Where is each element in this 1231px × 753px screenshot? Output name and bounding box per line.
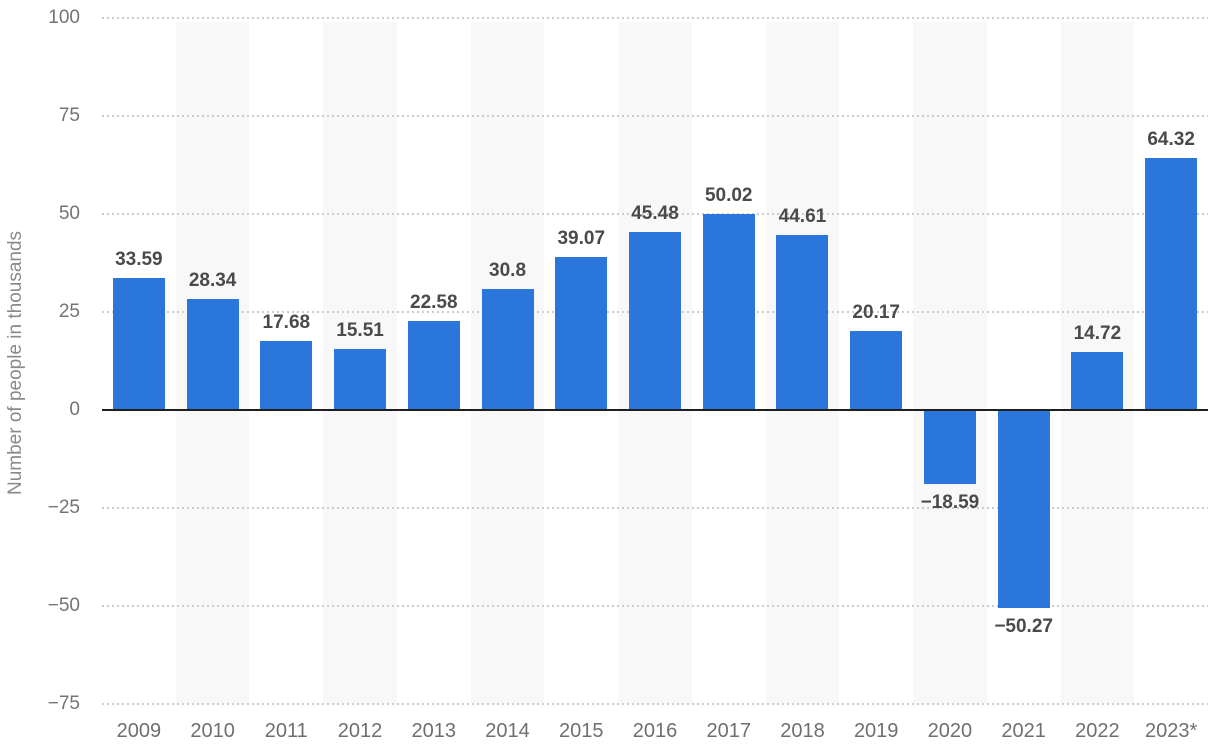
x-axis-label-2017: 2017 [706, 720, 751, 742]
y-tick-label--50: −50 [47, 595, 80, 616]
bar-2015[interactable] [555, 256, 608, 410]
y-tick-label-50: 50 [58, 203, 80, 224]
gridline--50 [102, 605, 1208, 607]
bar-2018[interactable] [776, 235, 829, 410]
y-tick-label-0: 0 [69, 399, 80, 420]
y-tick-label-25: 25 [58, 301, 80, 322]
bar-value-label-2013: 22.58 [410, 292, 458, 314]
bar-value-label-2023*: 64.32 [1147, 128, 1195, 150]
x-axis-label-2021: 2021 [1001, 720, 1046, 742]
bar-value-label-2014: 30.8 [489, 260, 527, 282]
x-axis-label-2011: 2011 [264, 720, 308, 742]
y-axis-title: Number of people in thousands [5, 230, 26, 496]
bar-value-label-2021: −50.27 [994, 616, 1053, 638]
x-axis-label-2009: 2009 [116, 720, 162, 742]
bar-value-label-2019: 20.17 [852, 301, 900, 323]
bar-2009[interactable] [112, 278, 165, 410]
bar-value-label-2015: 39.07 [557, 227, 606, 249]
zero-axis-line [102, 409, 1208, 411]
x-axis-label-2019: 2019 [853, 720, 899, 742]
y-tick-label-75: 75 [58, 105, 80, 126]
bar-2017[interactable] [702, 213, 755, 410]
gridline-75 [102, 115, 1208, 117]
gridline--75 [102, 703, 1208, 705]
bar-2022[interactable] [1071, 352, 1124, 410]
x-axis-label-2022: 2022 [1075, 720, 1120, 742]
x-axis-label-2012: 2012 [337, 720, 383, 742]
bar-2016[interactable] [629, 231, 681, 410]
bar-value-label-2022: 14.72 [1073, 323, 1122, 345]
y-tick-label--75: −75 [47, 693, 80, 714]
x-axis-label-2016: 2016 [632, 720, 678, 742]
x-axis-label-2014: 2014 [485, 720, 530, 742]
bar-value-label-2018: 44.61 [778, 206, 827, 228]
y-tick-label-100: 100 [48, 7, 80, 28]
bar-2010[interactable] [186, 298, 239, 410]
x-axis-label-2013: 2013 [411, 720, 457, 742]
bar-2012[interactable] [334, 349, 387, 410]
bar-2020[interactable] [923, 411, 976, 484]
gridline--25 [102, 507, 1208, 509]
bar-value-label-2011: 17.68 [262, 311, 311, 333]
gridline-50 [102, 213, 1208, 215]
bar-value-label-2016: 45.48 [631, 202, 679, 224]
bar-2019[interactable] [850, 330, 903, 410]
column-stripe-2020 [913, 22, 987, 704]
bar-2023*[interactable] [1145, 157, 1198, 410]
bar-2014[interactable] [481, 289, 534, 410]
x-axis-label-2020: 2020 [927, 720, 973, 742]
x-axis-label-2015: 2015 [559, 720, 604, 742]
gridline-100 [102, 17, 1208, 19]
bar-2011[interactable] [260, 340, 313, 410]
x-axis-label-2018: 2018 [780, 720, 825, 742]
bar-value-label-2017: 50.02 [704, 184, 753, 206]
bar-value-label-2012: 15.51 [336, 320, 384, 342]
x-axis-label-2023*: 2023* [1144, 720, 1198, 742]
bar-value-label-2009: 33.59 [115, 249, 163, 271]
y-tick-label--25: −25 [47, 497, 80, 518]
bar-value-label-2010: 28.34 [188, 269, 237, 291]
x-axis-label-2010: 2010 [190, 720, 235, 742]
bar-value-label-2020: −18.59 [920, 491, 980, 513]
bar-2013[interactable] [407, 321, 460, 410]
bar-2021[interactable] [997, 411, 1050, 609]
